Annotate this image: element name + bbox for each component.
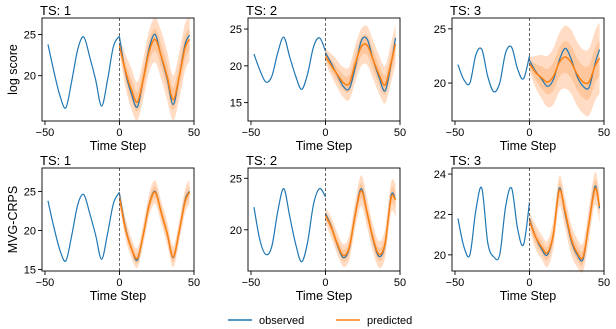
panel-3: −50 0 50 20 25 TS: 3 Time Step — [434, 3, 610, 153]
y-axis-label: log score — [6, 44, 20, 95]
panel-5: −50 0 50 20 25 TS: 2 Time Step — [230, 153, 406, 303]
axes-frame — [41, 17, 195, 122]
axes-frame — [41, 167, 195, 272]
y-tick-label: 15 — [230, 98, 242, 110]
x-axis-label: Time Step — [90, 139, 147, 153]
x-tick-label: 0 — [526, 127, 532, 139]
panel-1: −50 0 50 20 25 TS: 1 Time Step log score — [6, 3, 200, 153]
legend-observed-label: observed — [259, 315, 304, 327]
x-axis-label: Time Step — [296, 139, 353, 153]
y-tick-label: 22 — [434, 209, 446, 221]
y-tick-label: 25 — [24, 29, 36, 41]
predicted-series-line — [528, 187, 601, 260]
y-tick-label: 20 — [434, 250, 446, 262]
y-tick-label: 15 — [24, 264, 36, 276]
history-line — [253, 36, 327, 90]
x-tick-label: 50 — [188, 127, 200, 139]
history-line — [457, 186, 531, 261]
x-tick-label: 0 — [116, 277, 122, 289]
x-tick-label: 50 — [188, 277, 200, 289]
x-tick-label: 0 — [526, 277, 532, 289]
x-tick-label: −50 — [242, 127, 261, 139]
legend: observed predicted — [228, 315, 412, 327]
y-tick-label: 20 — [230, 61, 242, 73]
x-tick-label: 50 — [598, 127, 610, 139]
y-tick-label: 24 — [434, 169, 446, 181]
axes-frame — [451, 167, 605, 272]
observed-series-line — [528, 47, 601, 90]
panel-title: TS: 2 — [246, 153, 277, 168]
y-tick-label: 20 — [24, 71, 36, 83]
predicted-series-line — [528, 56, 601, 85]
x-axis-label: Time Step — [500, 289, 557, 303]
x-axis-label: Time Step — [500, 139, 557, 153]
panel-title: TS: 1 — [40, 3, 71, 18]
x-tick-label: 0 — [116, 127, 122, 139]
history-line — [457, 45, 531, 93]
y-tick-label: 25 — [230, 173, 242, 185]
prediction-interval-inner-band — [325, 34, 396, 95]
axes-frame — [451, 17, 605, 122]
axes-frame — [247, 167, 401, 272]
panel-6: −50 0 50 20 22 24 TS: 3 Time Step — [434, 153, 610, 303]
x-tick-label: 50 — [394, 277, 406, 289]
history-line — [47, 191, 121, 262]
y-tick-label: 20 — [434, 78, 446, 90]
x-tick-label: −50 — [36, 277, 55, 289]
panel-4: −50 0 50 15 20 25 TS: 1 Time Step MVG-CRPS — [6, 153, 200, 303]
predicted-series-line — [118, 191, 191, 260]
panel-title: TS: 3 — [450, 3, 481, 18]
panel-title: TS: 3 — [450, 153, 481, 168]
prediction-interval-inner-band — [119, 28, 190, 112]
prediction-interval-band — [119, 179, 190, 269]
panel-title: TS: 1 — [40, 153, 71, 168]
x-tick-label: 50 — [598, 277, 610, 289]
x-tick-label: −50 — [446, 277, 465, 289]
x-axis-label: Time Step — [296, 289, 353, 303]
y-tick-label: 25 — [24, 186, 36, 198]
predicted-series-line — [118, 38, 191, 103]
y-tick-label: 25 — [434, 24, 446, 36]
predicted-series-line — [324, 43, 397, 86]
axes-frame — [247, 17, 401, 122]
prediction-interval-inner-band — [325, 182, 396, 262]
x-tick-label: 0 — [322, 277, 328, 289]
y-tick-label: 20 — [230, 225, 242, 237]
x-tick-label: 0 — [322, 127, 328, 139]
legend-predicted-label: predicted — [367, 315, 412, 327]
x-tick-label: 50 — [394, 127, 406, 139]
panels: −50 0 50 20 25 TS: 1 Time Step log score −50 0 50 1… — [6, 3, 610, 303]
x-tick-label: −50 — [446, 127, 465, 139]
y-axis-label: MVG-CRPS — [6, 186, 20, 253]
history-line — [253, 187, 327, 263]
x-tick-label: −50 — [242, 277, 261, 289]
y-tick-label: 20 — [24, 225, 36, 237]
predicted-series-line — [324, 189, 397, 257]
panel-title: TS: 2 — [246, 3, 277, 18]
panel-2: −50 0 50 15 20 25 TS: 2 Time Step — [230, 3, 406, 153]
history-line — [47, 35, 121, 109]
y-tick-label: 25 — [230, 24, 242, 36]
x-tick-label: −50 — [36, 127, 55, 139]
x-axis-label: Time Step — [90, 289, 147, 303]
prediction-interval-band — [325, 175, 396, 269]
